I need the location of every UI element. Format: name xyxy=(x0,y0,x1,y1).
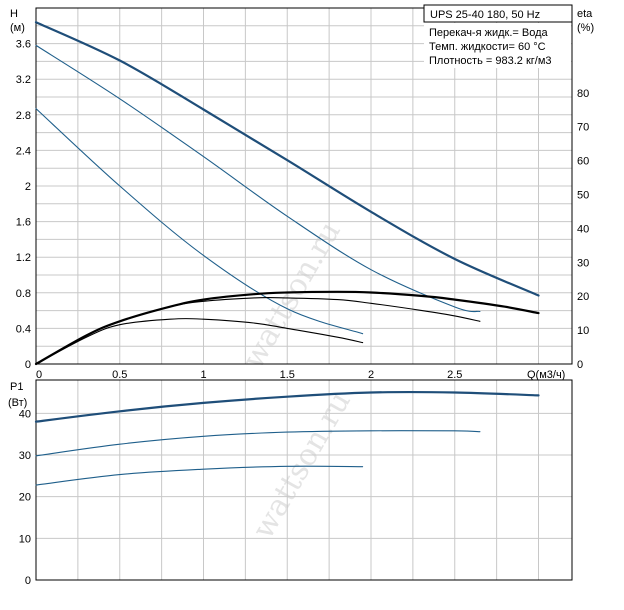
head-tick-label: 2 xyxy=(25,181,31,193)
power-curve-1 xyxy=(34,390,540,423)
bottom-plot-frame xyxy=(35,379,573,581)
power-tick-label: 10 xyxy=(19,533,31,545)
head-tick-label: 0.4 xyxy=(16,323,31,335)
head-tick-label: 3.2 xyxy=(16,74,31,86)
eta-axis-ticks: 0 10 20 30 40 50 60 70 80 xyxy=(577,88,589,371)
head-efficiency-panel: 00.40.81.21.622.42.83.23.6 0102030405060… xyxy=(10,4,594,381)
legend-box: UPS 25-40 180, 50 Hz Перекач-я жидк.= Во… xyxy=(423,4,573,68)
eta-tick-label: 80 xyxy=(577,88,589,100)
head-curve-1 xyxy=(34,21,540,297)
power-axis-ticks: 0 10 20 30 40 xyxy=(19,408,31,587)
legend-temperature: Темп. жидкости= 60 °C xyxy=(429,41,546,53)
legend-title: UPS 25-40 180, 50 Hz xyxy=(430,9,540,21)
efficiency-curve-5 xyxy=(35,297,481,365)
head-tick-label: 1.6 xyxy=(16,217,31,229)
power-panel: 0 10 20 30 40 P1 (Вт) xyxy=(8,379,573,587)
head-tick-label: 1.2 xyxy=(16,252,31,264)
eta-axis-label: eta xyxy=(577,8,593,20)
legend-liquid: Перекач-я жидк.= Вода xyxy=(429,27,548,39)
flow-tick-label: 0.5 xyxy=(112,369,127,381)
legend-title-box xyxy=(423,4,573,23)
head-curve-2 xyxy=(35,44,481,313)
power-tick-label: 40 xyxy=(19,408,31,420)
eta-tick-label: 0 xyxy=(577,359,583,371)
head-tick-label: 0.8 xyxy=(16,288,31,300)
head-axis-label: H xyxy=(10,8,18,20)
head-tick-label: 2.4 xyxy=(16,145,31,157)
bottom-gridlines xyxy=(36,380,572,580)
flow-tick-label: 1 xyxy=(200,369,206,381)
flow-tick-label: 0 xyxy=(36,369,42,381)
flow-tick-label: 2.5 xyxy=(447,369,462,381)
head-curve-3 xyxy=(35,108,364,335)
eta-tick-label: 10 xyxy=(577,325,589,337)
eta-tick-label: 70 xyxy=(577,122,589,134)
efficiency-curve-6 xyxy=(35,318,364,365)
eta-tick-label: 20 xyxy=(577,291,589,303)
head-tick-label: 3.6 xyxy=(16,39,31,51)
power-tick-label: 0 xyxy=(25,575,31,587)
top-plot-frame xyxy=(35,7,573,365)
power-curve-2 xyxy=(35,430,481,457)
head-axis-unit: (м) xyxy=(10,22,25,34)
power-curve-3 xyxy=(35,465,364,486)
flow-axis-label: Q(м3/ч) xyxy=(527,369,565,381)
eta-tick-label: 60 xyxy=(577,156,589,168)
watermark-text-2: wattson.ru xyxy=(246,386,358,545)
head-tick-label: 0 xyxy=(25,359,31,371)
flow-tick-label: 1.5 xyxy=(280,369,295,381)
eta-axis-unit: (%) xyxy=(577,22,594,34)
top-series-lines xyxy=(34,21,540,366)
power-tick-label: 30 xyxy=(19,450,31,462)
power-axis-label: P1 xyxy=(10,381,23,393)
head-tick-label: 2.8 xyxy=(16,110,31,122)
eta-tick-label: 40 xyxy=(577,223,589,235)
flow-tick-label: 2 xyxy=(368,369,374,381)
power-series-lines xyxy=(34,390,540,486)
eta-tick-label: 50 xyxy=(577,189,589,201)
power-axis-unit: (Вт) xyxy=(8,397,27,409)
legend-density: Плотность = 983.2 кг/м3 xyxy=(429,55,552,67)
legend-body-bg xyxy=(424,23,571,68)
head-axis-ticks: 0 0.4 0.8 1.2 1.6 2 2.4 2.8 3.2 3.6 xyxy=(16,39,31,371)
flow-axis-ticks: 0 0.5 1 1.5 2 2.5 xyxy=(36,369,462,381)
power-tick-label: 20 xyxy=(19,492,31,504)
eta-tick-label: 30 xyxy=(577,257,589,269)
